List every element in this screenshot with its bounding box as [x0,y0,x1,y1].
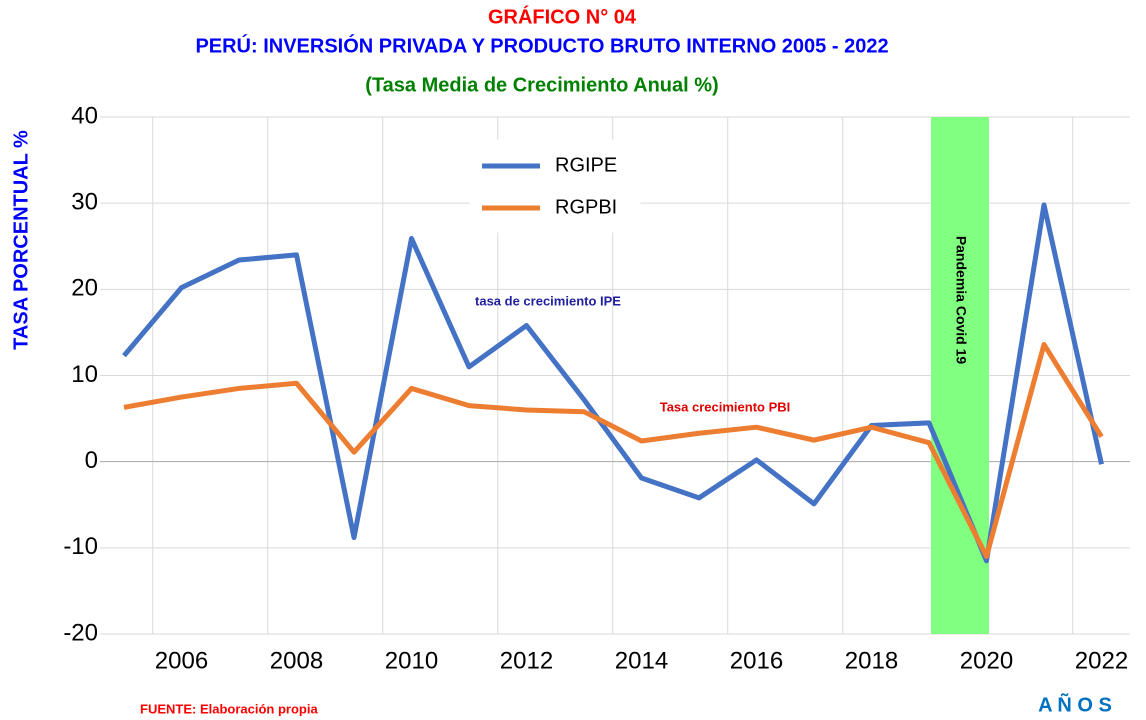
y-tick-label: -10 [63,533,98,560]
x-axis-title: A Ñ O S [1038,693,1112,716]
data-line [122,202,1104,564]
y-tick-label: 40 [71,102,98,129]
chart-subtitle: PERÚ: INVERSIÓN PRIVADA Y PRODUCTO BRUTO… [195,33,888,57]
y-tick-label: 20 [71,275,98,302]
pandemic-band [931,117,989,634]
annotation: Pandemia Covid 19 [953,236,969,365]
x-tick-label: 2008 [270,647,323,674]
x-tick-label: 2014 [615,647,668,674]
x-tick-label: 2010 [385,647,438,674]
x-tick-label: 2006 [155,647,208,674]
legend-label: RGPBI [555,196,617,218]
data-line [123,341,1104,559]
y-tick-label: 0 [85,447,98,474]
source-note: FUENTE: Elaboración propia [140,701,318,716]
chart-title: GRÁFICO N° 04 [488,5,637,28]
y-tick-label: -20 [63,619,98,646]
legend-label: RGIPE [555,154,617,176]
x-tick-label: 2016 [730,647,783,674]
annotation: Tasa crecimiento PBI [660,399,791,414]
chart-subtitle: (Tasa Media de Crecimiento Anual %) [365,74,718,96]
x-tick-label: 2022 [1075,647,1128,674]
x-tick-label: 2020 [960,647,1013,674]
y-tick-label: 10 [71,361,98,388]
x-tick-label: 2018 [845,647,898,674]
x-tick-label: 2012 [500,647,553,674]
y-tick-label: 30 [71,189,98,216]
legend-box [469,139,641,233]
annotation: tasa de crecimiento IPE [475,293,621,308]
y-axis-title: TASA PORCENTUAL % [10,130,32,350]
